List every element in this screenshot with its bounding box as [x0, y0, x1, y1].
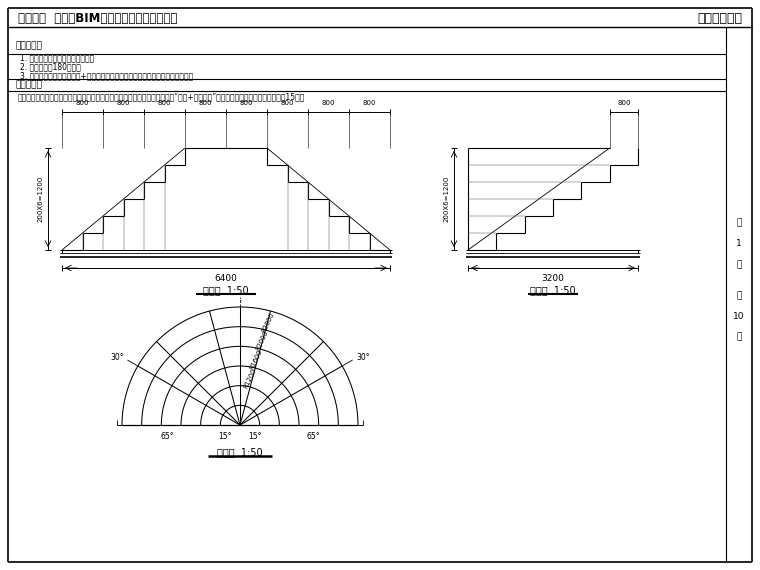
Text: 第

1

页


共

10

页: 第 1 页 共 10 页 [733, 218, 745, 341]
Text: 800: 800 [76, 100, 89, 106]
Text: 800: 800 [321, 100, 335, 106]
Text: 65°: 65° [306, 432, 320, 441]
Text: 800: 800 [617, 100, 631, 106]
Text: 30°: 30° [356, 353, 369, 363]
Text: R2800: R2800 [261, 311, 276, 333]
Text: 200X6=1200: 200X6=1200 [444, 176, 450, 222]
Text: 30°: 30° [110, 353, 124, 363]
Text: 800: 800 [363, 100, 376, 106]
Text: 1. 考试方式：计算机操作，闭卷；: 1. 考试方式：计算机操作，闭卷； [20, 54, 94, 63]
Text: 中国图学学会: 中国图学学会 [697, 11, 742, 25]
Text: 800: 800 [117, 100, 130, 106]
Text: 2. 考试时间为180分钟；: 2. 考试时间为180分钟； [20, 63, 81, 71]
Text: 侧视图  1:50: 侧视图 1:50 [530, 285, 576, 295]
Text: 800: 800 [280, 100, 294, 106]
Text: 3200: 3200 [542, 274, 565, 283]
Text: 主视图  1:50: 主视图 1:50 [203, 285, 249, 295]
Text: 800: 800 [239, 100, 253, 106]
Text: R2000: R2000 [255, 330, 270, 352]
Text: 800: 800 [199, 100, 212, 106]
Text: 第十二期  「全国BIM技能等级考试」一级试题: 第十二期 「全国BIM技能等级考试」一级试题 [18, 11, 177, 25]
Text: 800: 800 [158, 100, 171, 106]
Text: 65°: 65° [160, 432, 173, 441]
Text: R1600: R1600 [249, 348, 264, 370]
Text: 试题部分：: 试题部分： [15, 80, 42, 89]
Text: 15°: 15° [249, 432, 262, 441]
Text: 200X6=1200: 200X6=1200 [38, 176, 44, 222]
Text: 俦视图  1:50: 俦视图 1:50 [217, 447, 263, 457]
Text: R1200: R1200 [243, 367, 258, 389]
Text: 一、根据给定尺寸创建立台阶模型，图中所有曲线均为圆弧，请将模型文件以“台阶+考生姓名”为文件名保存到考生文件夹中。（15分）: 一、根据给定尺寸创建立台阶模型，图中所有曲线均为圆弧，请将模型文件以“台阶+考生… [18, 92, 306, 101]
Text: 3. 新建文件夹（以准考证号+姓名命名），用于管理本次考试中生成的全部文件。: 3. 新建文件夹（以准考证号+姓名命名），用于管理本次考试中生成的全部文件。 [20, 71, 193, 80]
Text: 15°: 15° [218, 432, 231, 441]
Text: 6400: 6400 [214, 274, 237, 283]
Text: 考试要求：: 考试要求： [15, 42, 42, 51]
